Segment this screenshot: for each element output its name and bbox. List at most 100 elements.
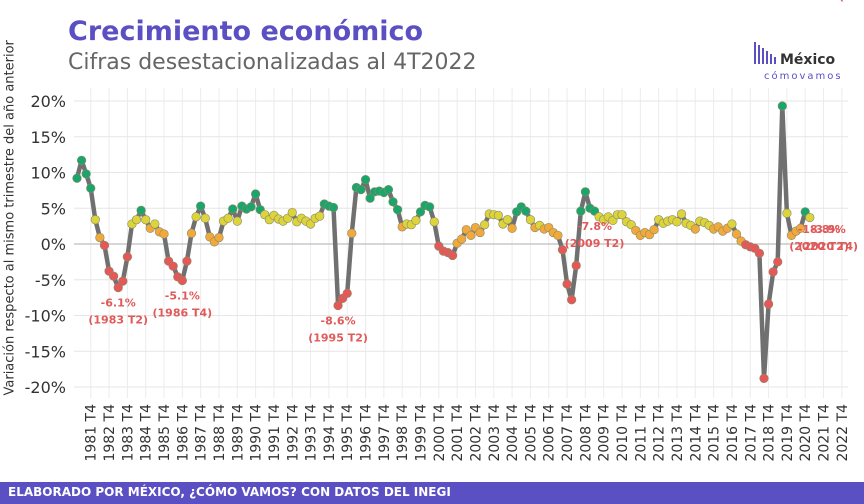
data-point — [773, 257, 783, 267]
data-point — [411, 215, 421, 226]
data-point — [86, 183, 96, 193]
data-point — [118, 276, 128, 286]
data-point — [425, 202, 435, 212]
series-line — [74, 103, 813, 381]
data-point — [388, 197, 398, 207]
data-point — [782, 208, 792, 218]
data-point — [768, 267, 778, 277]
data-point — [95, 232, 105, 243]
x-tick-label: 2004 T4 — [505, 404, 521, 462]
data-point — [466, 230, 476, 241]
data-point — [571, 260, 581, 271]
annotation-period: (1983 T2) — [88, 314, 148, 327]
data-point — [429, 217, 439, 227]
data-point — [617, 210, 627, 220]
data-point — [502, 215, 513, 225]
annotation-period: (2020 T2) — [789, 240, 849, 253]
data-point — [796, 223, 806, 233]
chart-title: Crecimiento económico — [68, 16, 424, 47]
data-point — [447, 250, 458, 261]
data-point — [521, 206, 531, 216]
data-point — [525, 215, 536, 225]
annotation-value: -18.8% — [798, 223, 841, 236]
data-point — [232, 216, 242, 226]
y-tick-label: 5% — [41, 199, 66, 218]
data-point — [333, 300, 343, 311]
data-point — [557, 245, 568, 255]
x-tick-label: 1994 T4 — [322, 404, 338, 462]
data-point — [72, 173, 82, 183]
data-point — [415, 207, 426, 217]
data-point — [131, 215, 142, 225]
annotation-period: (2009 T2) — [565, 237, 625, 250]
x-tick-label: 1981 T4 — [84, 404, 100, 462]
x-tick-label: 1984 T4 — [139, 404, 155, 462]
data-point — [168, 261, 178, 271]
data-point — [475, 227, 485, 238]
data-point — [136, 205, 146, 215]
x-tick-label: 2021 T4 — [817, 404, 833, 462]
data-point — [246, 202, 256, 212]
x-tick-label: 2005 T4 — [523, 404, 539, 462]
data-point — [754, 248, 765, 258]
data-point — [141, 215, 151, 225]
data-point — [649, 225, 659, 235]
x-tick-label: 1991 T4 — [267, 404, 283, 462]
annotation-period: (1995 T2) — [308, 331, 368, 344]
data-point — [251, 189, 261, 199]
x-tick-label: 2013 T4 — [670, 404, 686, 462]
x-tick-label: 2012 T4 — [652, 404, 668, 462]
data-point — [393, 205, 403, 215]
data-point — [191, 212, 201, 222]
data-point — [507, 223, 517, 233]
data-point — [122, 252, 132, 262]
x-tick-label: 1989 T4 — [230, 404, 246, 462]
data-point — [159, 229, 169, 239]
data-point — [214, 232, 224, 243]
data-point — [576, 206, 586, 216]
y-tick-label: -20% — [25, 378, 66, 397]
data-point — [777, 101, 787, 111]
data-point — [113, 283, 123, 293]
x-tick-label: 1985 T4 — [157, 404, 173, 462]
y-tick-label: -15% — [25, 342, 66, 361]
y-tick-label: 20% — [30, 92, 66, 111]
data-point — [287, 207, 297, 218]
x-tick-label: 1993 T4 — [304, 404, 320, 462]
x-tick-label: 2016 T4 — [725, 404, 741, 462]
data-point — [580, 187, 590, 197]
footer-bar: ELABORADO POR MÉXICO, ¿CÓMO VAMOS? CON D… — [0, 482, 864, 504]
data-point — [196, 201, 206, 211]
data-point — [342, 288, 352, 298]
data-point — [76, 155, 87, 165]
data-point — [356, 185, 366, 195]
data-point — [690, 224, 700, 234]
x-tick-label: 2020 T4 — [798, 404, 814, 462]
mexico-como-vamos-logo: México cómovamos — [752, 40, 852, 86]
data-point — [383, 185, 394, 195]
y-tick-label: 0% — [41, 235, 66, 254]
x-tick-label: 1983 T4 — [120, 404, 136, 462]
data-point — [90, 215, 100, 225]
x-tick-label: 1990 T4 — [249, 404, 265, 462]
data-point — [186, 228, 197, 238]
data-point — [676, 209, 687, 219]
x-tick-label: 1998 T4 — [395, 404, 411, 462]
data-point — [150, 219, 160, 229]
data-point — [672, 217, 682, 227]
y-tick-label: -5% — [35, 271, 66, 290]
annotation-value: -6.1% — [101, 297, 136, 310]
x-tick-label: 2003 T4 — [487, 404, 503, 462]
x-tick-label: 2022 T4 — [835, 404, 851, 462]
data-point — [731, 229, 742, 239]
annotation-period: (2020 T4) — [798, 240, 858, 253]
annotation-value: -7.8% — [577, 220, 612, 233]
x-tick-label: 1982 T4 — [102, 404, 118, 462]
x-tick-label: 2009 T4 — [597, 404, 613, 462]
x-tick-label: 1986 T4 — [175, 404, 191, 462]
y-tick-label: 10% — [30, 164, 66, 183]
data-point — [562, 279, 572, 289]
x-tick-label: 2018 T4 — [762, 404, 778, 462]
x-tick-label: 2002 T4 — [468, 404, 484, 462]
data-point — [763, 299, 774, 309]
